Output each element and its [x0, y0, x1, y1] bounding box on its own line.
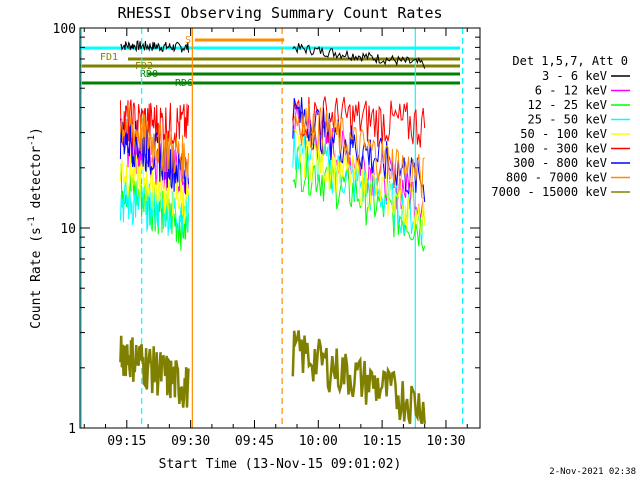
legend-entry-label: 100 - 300 keV: [513, 142, 607, 156]
series-line: [292, 96, 426, 148]
x-tick-label: 10:15: [363, 434, 402, 449]
series-line: [292, 103, 425, 199]
legend-header: Det 1,5,7, Att 0: [512, 54, 628, 68]
series-lines: [119, 40, 426, 425]
flag-label-fd1: FD1: [100, 52, 118, 63]
y-tick-label: 1: [68, 422, 76, 437]
y-axis-label-main: Count Rate (s: [29, 227, 44, 329]
legend-entry-label: 25 - 50 keV: [528, 113, 607, 127]
series-line: [292, 97, 426, 203]
y-tick-label: 10: [60, 222, 76, 237]
series-line: [292, 43, 426, 69]
series-line: [119, 99, 189, 150]
flag-label-s: S: [185, 35, 191, 46]
x-tick-label: 09:45: [235, 434, 274, 449]
x-tick-label: 10:30: [426, 434, 465, 449]
y-axis-label-sup1: -1: [27, 216, 37, 227]
series-line: [291, 330, 426, 425]
y-axis-label-sup2: -1: [27, 135, 37, 146]
series-line: [120, 40, 189, 53]
chart-title: RHESSI Observing Summary Count Rates: [117, 4, 442, 22]
series-line: [119, 335, 190, 408]
flag-label-fd2: FD2: [135, 61, 153, 72]
series-line: [119, 104, 189, 183]
x-axis-label: Start Time (13-Nov-15 09:01:02): [159, 457, 402, 472]
flag-label-rd0: RD0: [140, 69, 158, 80]
legend-entry-label: 6 - 12 keV: [535, 84, 607, 98]
legend-entry-label: 800 - 7000 keV: [506, 171, 607, 185]
footer-timestamp: 2-Nov-2021 02:38: [549, 467, 636, 477]
series-line: [292, 146, 426, 253]
axes: 09:15 09:30 09:45 10:00 10:15 10:30 1 10 100: [53, 22, 481, 449]
series-line: [292, 131, 426, 244]
x-tick-label: 09:15: [107, 434, 146, 449]
y-axis-label-end: ): [29, 127, 44, 135]
y-axis-label-mid: detector: [29, 146, 44, 217]
legend-entry-label: 300 - 800 keV: [513, 156, 607, 170]
legend-entry-label: 7000 - 15000 keV: [491, 185, 607, 199]
series-line: [119, 118, 189, 195]
legend-entry-label: 3 - 6 keV: [542, 69, 607, 83]
y-tick-label: 100: [53, 22, 76, 37]
legend-entry-label: 50 - 100 keV: [520, 127, 607, 141]
flag-label-rd6: RD6: [175, 78, 193, 89]
x-tick-label: 09:30: [171, 434, 210, 449]
x-tick-label: 10:00: [299, 434, 338, 449]
y-axis-label: Count Rate (s-1 detector-1): [27, 127, 44, 329]
legend-entry-label: 12 - 25 keV: [528, 98, 607, 112]
